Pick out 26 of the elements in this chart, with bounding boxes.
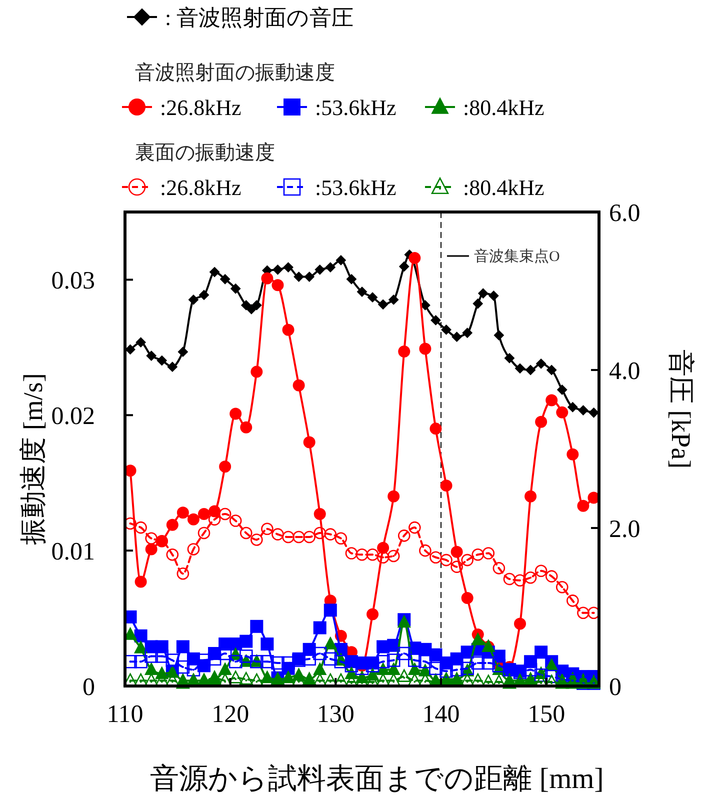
legend-label: :80.4kHz bbox=[463, 175, 544, 200]
legend-label: : 音波照射面の音圧 bbox=[165, 5, 354, 30]
y2-tick-label: 2.0 bbox=[609, 516, 640, 543]
y2-axis-title: 音圧 [kPa] bbox=[666, 349, 696, 469]
x-tick-label: 130 bbox=[316, 701, 354, 728]
y2-tick-label: 6.0 bbox=[609, 200, 640, 227]
y2-tick-label: 0 bbox=[609, 674, 622, 701]
x-tick-label: 140 bbox=[422, 701, 460, 728]
text: 裏面の振動速度 bbox=[135, 142, 275, 164]
y-tick-label: 0.02 bbox=[51, 403, 95, 430]
y-tick-label: 0.01 bbox=[51, 538, 95, 566]
text: 音波照射面の振動速度 bbox=[135, 62, 335, 84]
x-tick-label: 150 bbox=[528, 701, 566, 728]
legend-label: :26.8kHz bbox=[160, 95, 242, 120]
ref-line-label: 音波集束点O bbox=[474, 248, 560, 265]
legend-label: :80.4kHz bbox=[463, 95, 544, 120]
y2-tick-label: 4.0 bbox=[609, 358, 640, 385]
y-axis-title: 振動速度 [m/s] bbox=[18, 373, 48, 545]
x-tick-label: 110 bbox=[106, 701, 144, 728]
legend-label: :26.8kHz bbox=[160, 175, 242, 200]
legend-label: :53.6kHz bbox=[315, 175, 396, 200]
legend-label: :53.6kHz bbox=[315, 95, 396, 120]
y-tick-label: 0.03 bbox=[51, 268, 95, 295]
y-tick-label: 0 bbox=[82, 674, 95, 701]
x-axis-title: 音源から試料表面までの距離 [mm] bbox=[150, 763, 604, 795]
x-tick-label: 120 bbox=[212, 701, 250, 728]
